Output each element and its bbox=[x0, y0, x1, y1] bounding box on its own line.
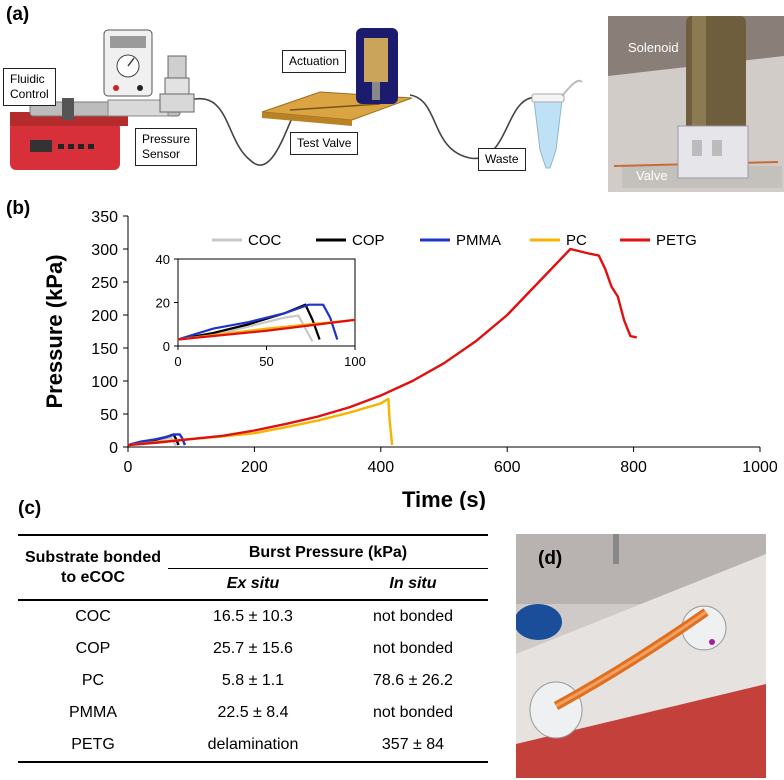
table-cell: 357 ± 84 bbox=[381, 736, 445, 753]
test-valve-label: Test Valve bbox=[290, 132, 359, 155]
x-tick-label: 1000 bbox=[742, 459, 778, 476]
table-cell: 16.5 ± 10.3 bbox=[213, 608, 293, 625]
syringe-pump-graphic bbox=[10, 98, 181, 170]
table-row: PMMA 22.5 ± 8.4 not bonded bbox=[18, 697, 488, 729]
y-tick-label: 200 bbox=[91, 308, 118, 325]
waste-tube-graphic bbox=[531, 79, 583, 169]
inset-frame bbox=[177, 258, 356, 347]
substrate-header: Substrate bonded to eCOC bbox=[24, 548, 161, 586]
panel-label-c: (c) bbox=[18, 498, 42, 519]
y-tick-label: 50 bbox=[100, 407, 118, 424]
burst-pressure-table: Substrate bonded to eCOC Burst Pressure … bbox=[18, 534, 488, 763]
panel-label-b: (b) bbox=[6, 198, 31, 219]
table-cell: delamination bbox=[207, 736, 299, 753]
multimeter-graphic bbox=[103, 29, 153, 97]
table-cell: PMMA bbox=[69, 704, 117, 721]
table-cell: not bonded bbox=[372, 640, 454, 657]
legend-label-pmma: PMMA bbox=[456, 232, 501, 249]
y-tick-label: 150 bbox=[91, 341, 118, 358]
legend-label-petg: PETG bbox=[656, 232, 697, 249]
y-tick-label: 350 bbox=[91, 209, 118, 226]
panel-label-a: (a) bbox=[6, 4, 30, 25]
inset-x-tick-label: 0 bbox=[174, 354, 181, 369]
device-photo: (d) bbox=[516, 534, 766, 778]
fluidic-control-label: Fluidic Control bbox=[3, 68, 56, 106]
table-cell: PC bbox=[81, 672, 105, 689]
actuation-label: Actuation bbox=[282, 50, 347, 73]
tubing-line bbox=[409, 94, 541, 160]
table-cell: not bonded bbox=[372, 608, 454, 625]
table-cell: 5.8 ± 1.1 bbox=[221, 672, 285, 689]
x-tick-label: 400 bbox=[367, 459, 394, 476]
inset-y-tick-label: 40 bbox=[156, 252, 170, 267]
inset-series-line-petg bbox=[177, 318, 356, 341]
solenoid-photo: Solenoid Valve bbox=[608, 16, 784, 192]
table-cell: 22.5 ± 8.4 bbox=[217, 704, 289, 721]
table-cell: COC bbox=[75, 608, 111, 625]
tubing-line bbox=[189, 97, 301, 166]
solenoid-photo-drawing bbox=[608, 16, 784, 192]
ex-situ-header: Ex situ bbox=[226, 575, 280, 592]
table-cell: 78.6 ± 26.2 bbox=[373, 672, 453, 689]
legend-label-cop: COP bbox=[352, 232, 385, 249]
y-tick-label: 100 bbox=[91, 374, 118, 391]
table-row: COC 16.5 ± 10.3 not bonded bbox=[18, 600, 488, 633]
x-axis-label: Time (s) bbox=[402, 487, 486, 510]
series-line-petg bbox=[127, 247, 638, 447]
y-tick-label: 300 bbox=[91, 242, 118, 259]
y-tick-label: 0 bbox=[109, 440, 118, 457]
table-cell: 25.7 ± 15.6 bbox=[213, 640, 293, 657]
inset-x-tick-label: 50 bbox=[259, 354, 273, 369]
inset-y-tick-label: 0 bbox=[163, 339, 170, 354]
solenoid-label: Solenoid bbox=[628, 40, 679, 55]
x-tick-label: 800 bbox=[620, 459, 647, 476]
legend-label-coc: COC bbox=[248, 232, 282, 249]
table-row: COP 25.7 ± 15.6 not bonded bbox=[18, 633, 488, 665]
y-tick-label: 250 bbox=[91, 275, 118, 292]
x-tick-label: 600 bbox=[494, 459, 521, 476]
inset-y-tick-label: 20 bbox=[156, 296, 170, 311]
waste-label: Waste bbox=[478, 148, 526, 171]
table-cell: COP bbox=[75, 640, 111, 657]
pressure-sensor-label: Pressure Sensor bbox=[135, 128, 198, 166]
setup-schematic bbox=[10, 28, 583, 170]
x-tick-label: 0 bbox=[124, 459, 133, 476]
pressure-sensor-graphic bbox=[159, 55, 195, 113]
table-row: PETG delamination 357 ± 84 bbox=[18, 729, 488, 762]
device-photo-drawing bbox=[516, 534, 766, 778]
x-tick-label: 200 bbox=[241, 459, 268, 476]
inset-series-line-pmma bbox=[177, 303, 339, 341]
test-valve-graphic bbox=[261, 28, 413, 126]
table-cell: PETG bbox=[71, 736, 115, 753]
series-line-pmma bbox=[127, 433, 187, 447]
inset-x-tick-label: 100 bbox=[344, 354, 366, 369]
burst-pressure-header: Burst Pressure (kPa) bbox=[168, 535, 488, 569]
valve-label: Valve bbox=[636, 168, 668, 183]
table-row: PC 5.8 ± 1.1 78.6 ± 26.2 bbox=[18, 665, 488, 697]
legend-label-pc: PC bbox=[566, 232, 587, 249]
y-axis-label: Pressure (kPa) bbox=[42, 254, 67, 408]
panel-label-d: (d) bbox=[538, 548, 563, 569]
table-cell: not bonded bbox=[372, 704, 454, 721]
in-situ-header: In situ bbox=[389, 575, 437, 592]
